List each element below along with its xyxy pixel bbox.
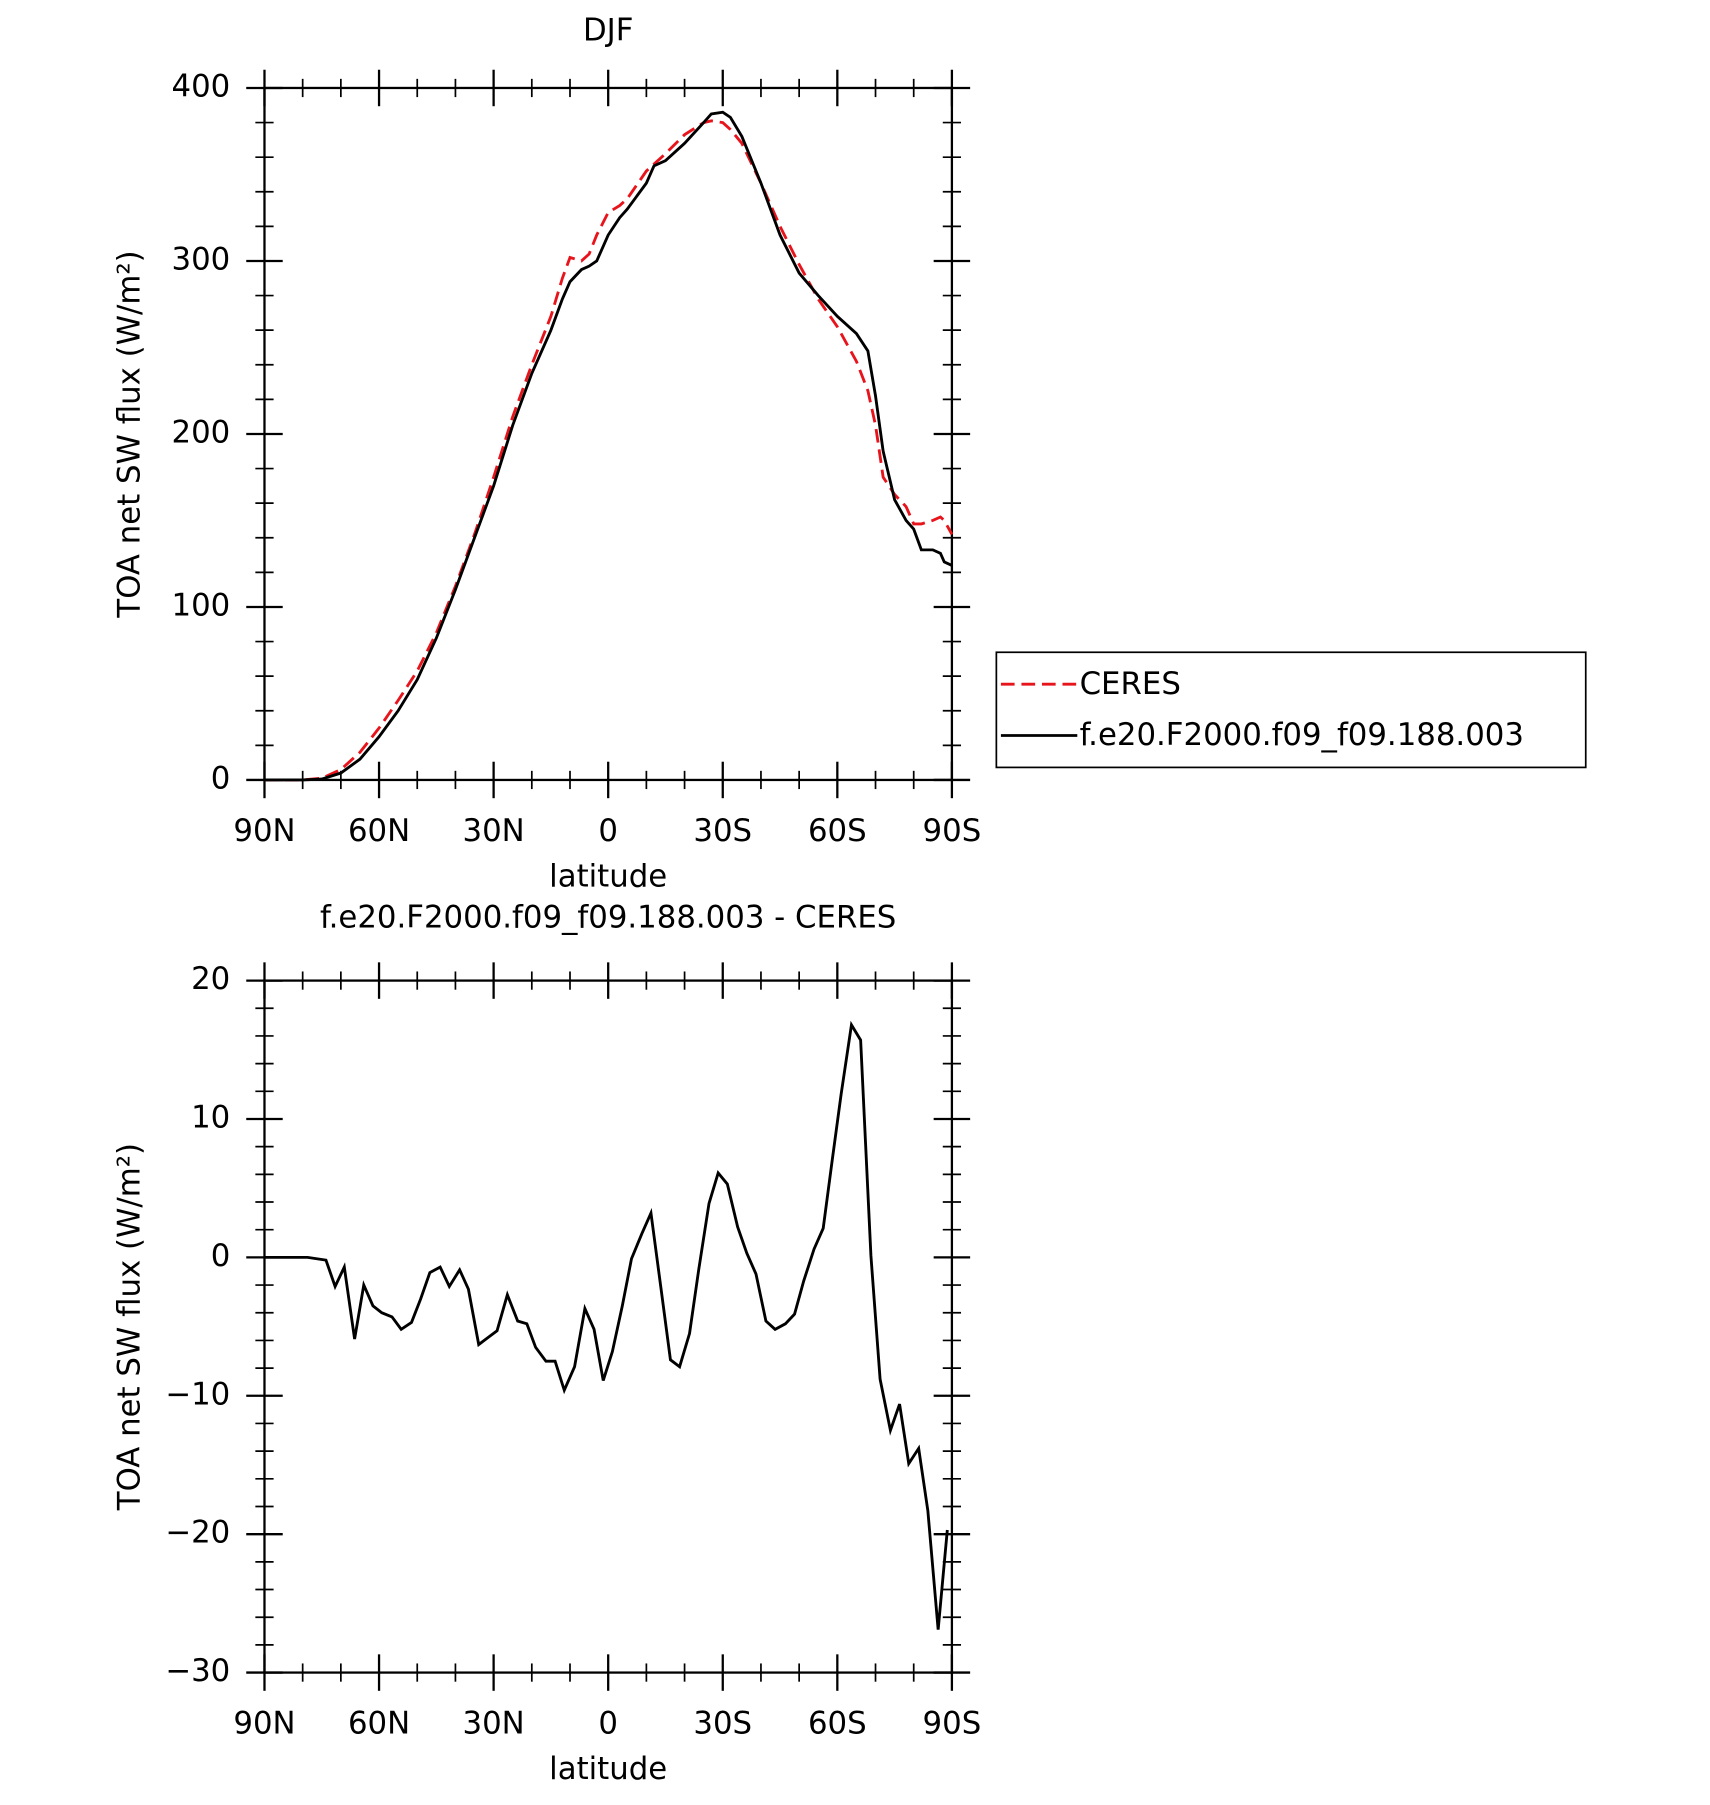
- y-tick-label: 0: [211, 1238, 231, 1274]
- x-tick-label: 90N: [233, 813, 295, 849]
- x-tick-label: 30N: [463, 813, 525, 849]
- plot-frame: [263, 979, 954, 1674]
- legend-box: [995, 651, 1587, 769]
- x-tick-label: 90S: [923, 813, 982, 849]
- y-tick-label: 300: [172, 241, 231, 277]
- x-tick-label: 60S: [808, 813, 867, 849]
- chart-title: f.e20.F2000.f09_f09.188.003 - CERES: [320, 900, 896, 936]
- y-tick-label: 400: [172, 68, 231, 104]
- x-tick-label: 60S: [808, 1706, 867, 1742]
- data-line: [264, 110, 953, 782]
- x-tick-label: 0: [598, 813, 618, 849]
- y-axis-label: TOA net SW flux (W/m²): [112, 250, 148, 618]
- y-tick-label: −30: [165, 1653, 230, 1689]
- y-tick-label: 20: [191, 961, 230, 997]
- data-line: [264, 1020, 949, 1630]
- x-tick-label: 90N: [233, 1706, 295, 1742]
- x-tick-label: 60N: [348, 1706, 410, 1742]
- x-tick-label: 30S: [693, 1706, 752, 1742]
- legend-label: CERES: [1080, 666, 1181, 702]
- x-tick-label: 30S: [693, 813, 752, 849]
- y-tick-label: 200: [172, 414, 231, 450]
- y-tick-label: 100: [172, 587, 231, 623]
- x-tick-label: 90S: [923, 1706, 982, 1742]
- y-axis-label: TOA net SW flux (W/m²): [112, 1143, 148, 1511]
- x-axis-label: latitude: [549, 858, 667, 894]
- y-tick-label: −10: [165, 1376, 230, 1412]
- legend-label: f.e20.F2000.f09_f09.188.003: [1080, 717, 1524, 753]
- x-tick-label: 30N: [463, 1706, 525, 1742]
- x-axis-label: latitude: [549, 1751, 667, 1787]
- x-tick-label: 60N: [348, 813, 410, 849]
- plot-frame: [263, 86, 954, 782]
- data-line: [264, 119, 954, 782]
- y-tick-label: 0: [211, 760, 231, 796]
- y-tick-label: 10: [191, 1099, 230, 1135]
- chart-title: DJF: [583, 13, 633, 49]
- x-tick-label: 0: [598, 1706, 618, 1742]
- y-tick-label: −20: [165, 1515, 230, 1551]
